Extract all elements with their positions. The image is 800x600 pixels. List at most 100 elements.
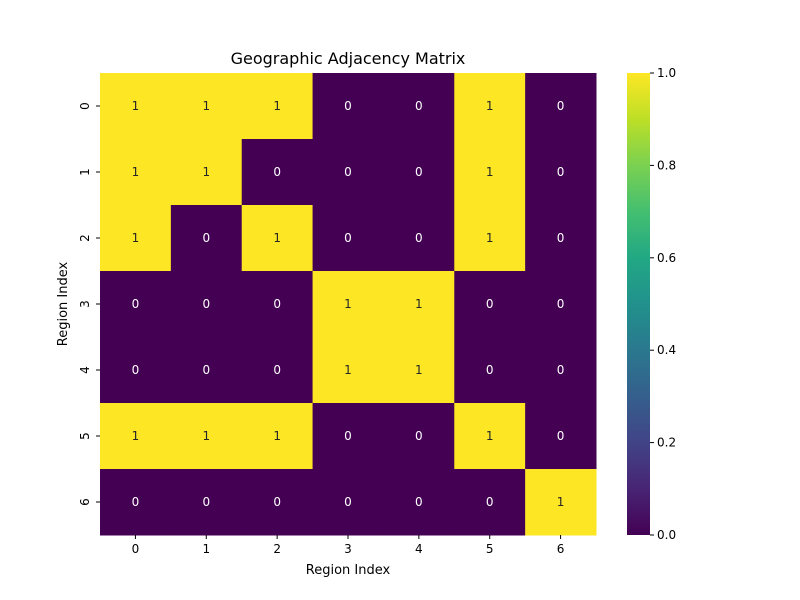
heatmap-cell-5-6 — [525, 403, 597, 470]
heatmap-cell-1-4 — [383, 139, 455, 206]
cell-value-2-6: 0 — [557, 231, 565, 245]
cell-value-3-1: 0 — [202, 297, 210, 311]
heatmap-cell-1-1 — [170, 139, 243, 206]
cell-value-4-1: 0 — [202, 363, 210, 377]
cell-value-2-1: 0 — [202, 231, 210, 245]
heatmap-cell-5-2 — [241, 403, 314, 470]
heatmap-cell-6-2 — [241, 469, 314, 536]
y-tick-label: 6 — [78, 498, 92, 506]
heatmap-cell-5-3 — [312, 403, 384, 470]
cell-value-4-3: 1 — [344, 363, 352, 377]
colorbar — [627, 73, 650, 535]
heatmap-cell-3-4 — [383, 271, 455, 338]
heatmap-cell-3-0 — [100, 271, 172, 338]
heatmap-cell-3-1 — [170, 271, 243, 338]
cell-value-3-3: 1 — [344, 297, 352, 311]
cell-value-4-4: 1 — [415, 363, 423, 377]
cell-value-6-5: 0 — [486, 495, 494, 509]
heatmap-cell-4-0 — [100, 337, 172, 404]
cell-value-1-2: 0 — [273, 165, 281, 179]
heatmap-cell-2-4 — [383, 205, 455, 272]
y-axis-label: Region Index — [56, 261, 71, 346]
x-tick-label: 3 — [344, 542, 352, 556]
heatmap-cell-1-0 — [100, 139, 172, 206]
heatmap-cell-3-2 — [241, 271, 314, 338]
cell-value-4-6: 0 — [557, 363, 565, 377]
cell-value-1-3: 0 — [344, 165, 352, 179]
x-tick-label: 0 — [132, 542, 140, 556]
cell-value-2-4: 0 — [415, 231, 423, 245]
cell-value-5-3: 0 — [344, 429, 352, 443]
x-tick-label: 4 — [415, 542, 423, 556]
heatmap-cell-6-1 — [170, 469, 243, 536]
cell-value-1-0: 1 — [132, 165, 140, 179]
x-axis-ticks: 0 1 2 3 4 5 6 — [132, 535, 565, 556]
colorbar-tick-label: 0.4 — [657, 343, 676, 357]
y-tick-label: 2 — [78, 234, 92, 242]
colorbar-tick-label: 0.0 — [657, 528, 676, 542]
y-tick-label: 3 — [78, 300, 92, 308]
cell-value-1-1: 1 — [202, 165, 210, 179]
cell-value-3-4: 1 — [415, 297, 423, 311]
cell-value-1-5: 1 — [486, 165, 494, 179]
heatmap-cells — [100, 73, 597, 536]
heatmap-cell-1-2 — [241, 139, 314, 206]
y-tick-label: 4 — [78, 366, 92, 374]
heatmap-cell-0-6 — [525, 73, 597, 140]
cell-value-5-4: 0 — [415, 429, 423, 443]
x-tick-label: 6 — [557, 542, 565, 556]
heatmap-cell-3-5 — [454, 271, 526, 338]
heatmap-cell-2-3 — [312, 205, 384, 272]
heatmap-cell-3-3 — [312, 271, 384, 338]
heatmap-cell-2-6 — [525, 205, 597, 272]
y-tick-label: 1 — [78, 168, 92, 176]
heatmap-cell-6-3 — [312, 469, 384, 536]
heatmap-cell-6-5 — [454, 469, 526, 536]
cell-value-2-5: 1 — [486, 231, 494, 245]
heatmap-cell-0-0 — [100, 73, 172, 140]
cell-value-4-0: 0 — [132, 363, 140, 377]
y-tick-label: 5 — [78, 432, 92, 440]
cell-value-4-5: 0 — [486, 363, 494, 377]
cell-value-0-2: 1 — [273, 99, 281, 113]
heatmap-cell-6-4 — [383, 469, 455, 536]
cell-value-5-6: 0 — [557, 429, 565, 443]
cell-value-5-2: 1 — [273, 429, 281, 443]
colorbar-tick-label: 0.6 — [657, 251, 676, 265]
cell-value-3-0: 0 — [132, 297, 140, 311]
heatmap-cell-2-5 — [454, 205, 526, 272]
heatmap-cell-3-6 — [525, 271, 597, 338]
heatmap-cell-5-1 — [170, 403, 243, 470]
cell-value-6-0: 0 — [132, 495, 140, 509]
cell-value-0-4: 0 — [415, 99, 423, 113]
heatmap-cell-0-5 — [454, 73, 526, 140]
heatmap-cell-4-3 — [312, 337, 384, 404]
heatmap-cell-0-3 — [312, 73, 384, 140]
cell-value-6-3: 0 — [344, 495, 352, 509]
cell-value-5-1: 1 — [202, 429, 210, 443]
heatmap-cell-1-3 — [312, 139, 384, 206]
chart-title: Geographic Adjacency Matrix — [231, 49, 466, 68]
cell-value-4-2: 0 — [273, 363, 281, 377]
cell-value-6-1: 0 — [202, 495, 210, 509]
cell-value-0-0: 1 — [132, 99, 140, 113]
heatmap-cell-0-1 — [170, 73, 243, 140]
heatmap-cell-6-6 — [525, 469, 597, 536]
cell-value-5-0: 1 — [132, 429, 140, 443]
heatmap-cell-4-6 — [525, 337, 597, 404]
x-tick-label: 1 — [202, 542, 210, 556]
y-tick-label: 0 — [78, 102, 92, 110]
heatmap-cell-4-2 — [241, 337, 314, 404]
heatmap-cell-4-1 — [170, 337, 243, 404]
cell-value-0-5: 1 — [486, 99, 494, 113]
heatmap-cell-2-2 — [241, 205, 314, 272]
heatmap-cell-labels: 1 1 1 0 0 1 0 1 1 0 0 0 1 0 1 0 1 0 0 1 0 0 0 0 1 1 0 0 0 0 0 1 1 0 0 1 1 1 0 0… — [132, 99, 565, 509]
cell-value-6-6: 1 — [557, 495, 565, 509]
heatmap-cell-0-2 — [241, 73, 314, 140]
cell-value-3-2: 0 — [273, 297, 281, 311]
cell-value-0-1: 1 — [202, 99, 210, 113]
y-axis-ticks: 0 1 2 3 4 5 6 — [78, 102, 100, 506]
heatmap-cell-5-5 — [454, 403, 526, 470]
cell-value-3-5: 0 — [486, 297, 494, 311]
